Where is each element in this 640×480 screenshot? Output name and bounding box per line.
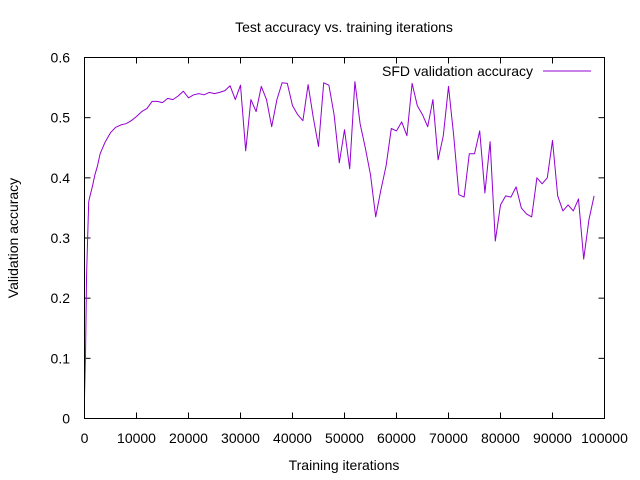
x-tick-label: 50000 (325, 430, 364, 446)
x-tick-label: 20000 (169, 430, 208, 446)
y-tick-label: 0.2 (51, 290, 71, 306)
y-tick-label: 0 (62, 411, 70, 427)
x-tick-label: 60000 (377, 430, 416, 446)
y-tick-label: 0.1 (51, 350, 71, 366)
y-tick-label: 0.6 (51, 50, 71, 66)
x-tick-label: 80000 (481, 430, 520, 446)
chart-title: Test accuracy vs. training iterations (235, 19, 453, 35)
y-tick-labels: 0 0.1 0.2 0.3 0.4 0.5 0.6 (51, 50, 71, 427)
x-tick-label: 100000 (581, 430, 628, 446)
x-tick-label: 70000 (429, 430, 468, 446)
x-tick-label: 30000 (221, 430, 260, 446)
series-line-sfd-validation-accuracy (84, 81, 595, 398)
y-tick-label: 0.5 (51, 110, 71, 126)
legend-label: SFD validation accuracy (382, 63, 533, 79)
x-tick-label: 90000 (533, 430, 572, 446)
x-tick-label: 40000 (273, 430, 312, 446)
series-layer (84, 81, 595, 398)
y-axis-label: Validation accuracy (5, 178, 21, 298)
x-tick-label: 0 (81, 430, 89, 446)
y-tick-label: 0.3 (51, 230, 71, 246)
x-tick-labels: 0 10000 20000 30000 40000 50000 60000 70000 8000… (81, 430, 628, 446)
legend: SFD validation accuracy (382, 63, 591, 79)
plot-frame (84, 57, 605, 419)
x-tick-label: 10000 (117, 430, 156, 446)
x-axis-label: Training iterations (289, 457, 400, 473)
y-tick-label: 0.4 (51, 170, 71, 186)
